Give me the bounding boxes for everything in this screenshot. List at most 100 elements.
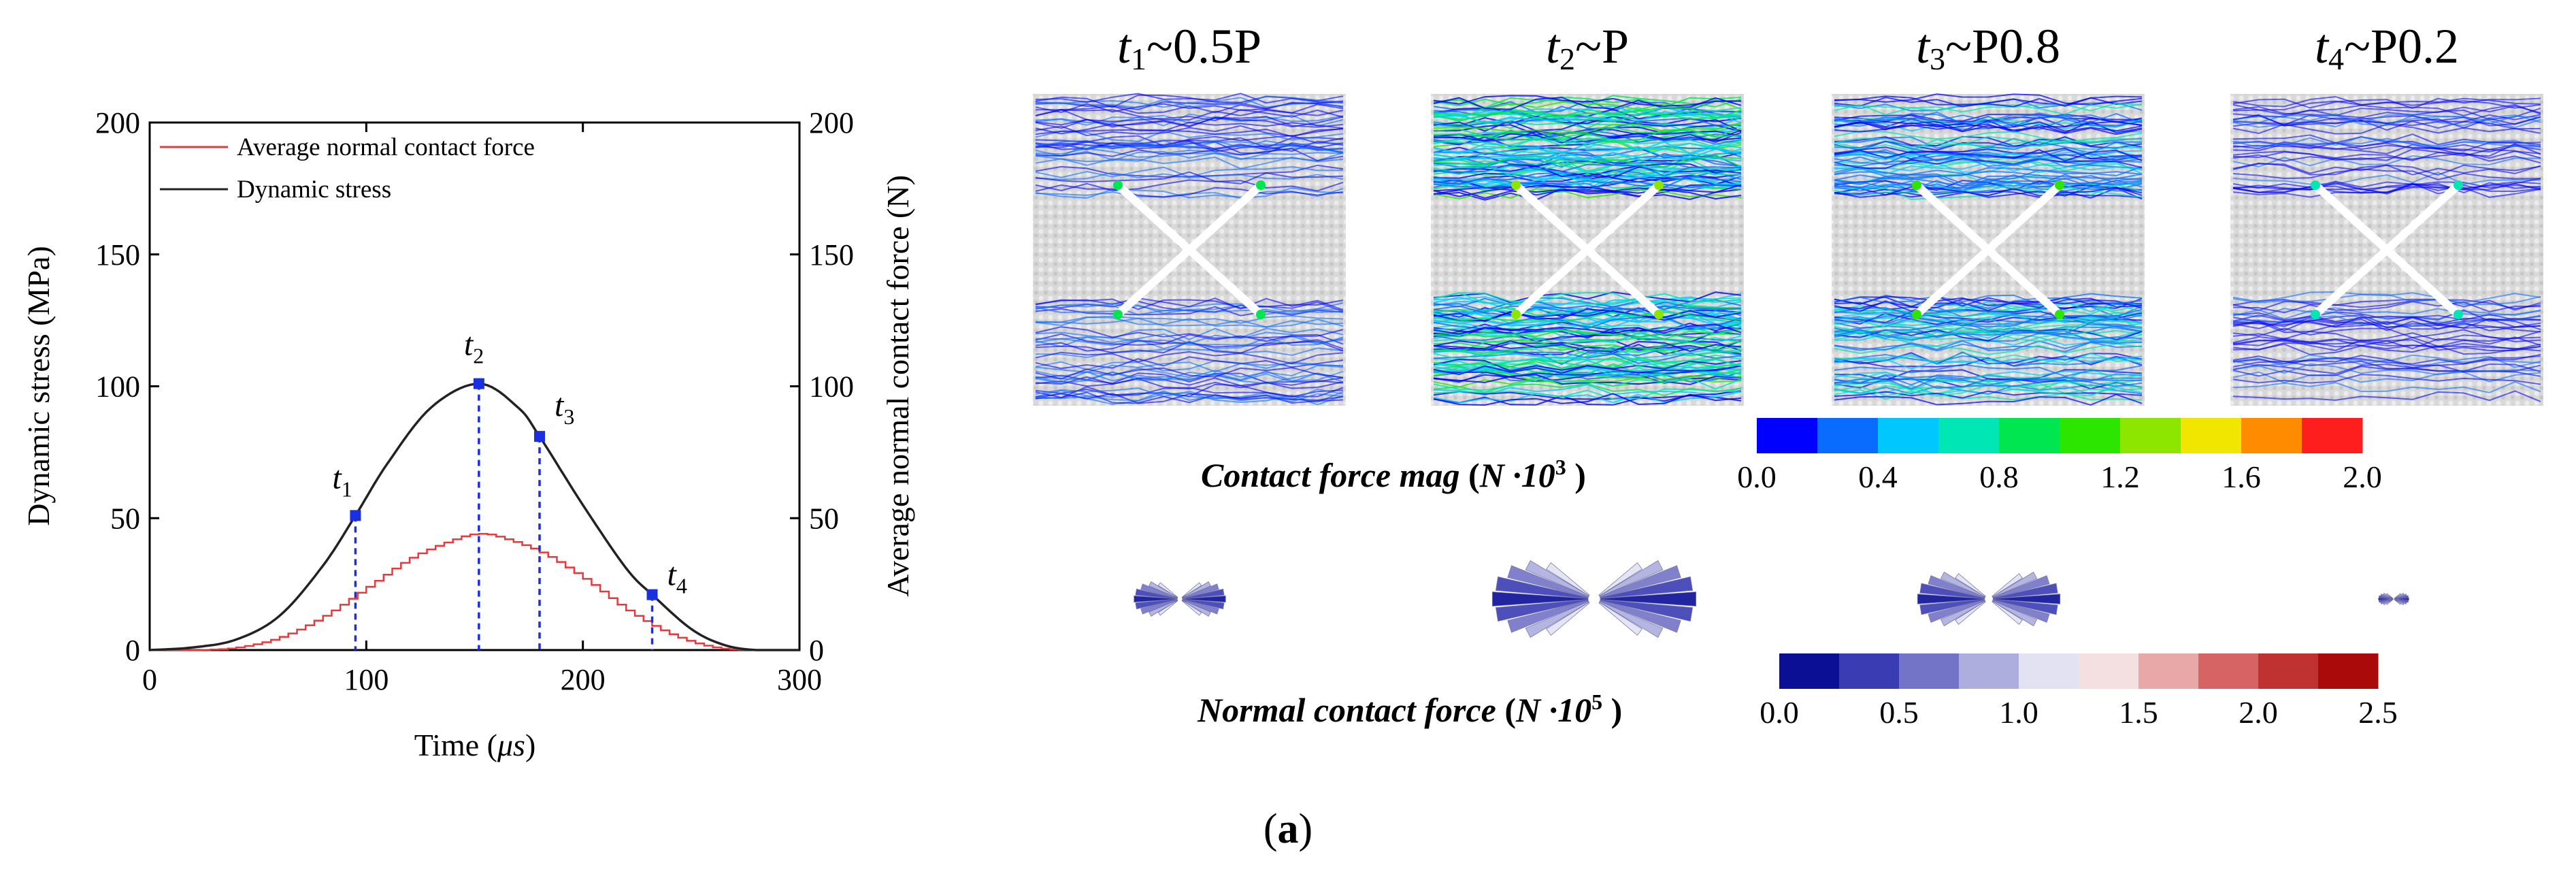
fissure-tip	[2311, 180, 2320, 190]
force-chain	[1834, 170, 2143, 180]
force-chain	[1834, 353, 2143, 366]
rose-petal	[1598, 562, 1642, 596]
force-chain	[1834, 389, 2143, 401]
colorbar-swatch	[2241, 418, 2302, 453]
colorbar-normal-label-text: Normal contact force	[1197, 691, 1496, 729]
rose-diagram-4	[2378, 592, 2409, 606]
colorbar-tick-label: 2.0	[2239, 695, 2278, 730]
force-chain	[1035, 326, 1344, 339]
force-chain	[1035, 128, 1344, 137]
force-chain	[1035, 103, 1344, 114]
force-chain	[1433, 374, 1742, 385]
y-axis-title: Dynamic stress (MPa)	[21, 246, 56, 525]
y2-tick-label: 200	[809, 106, 854, 140]
force-chain	[1035, 187, 1344, 199]
force-chain	[1433, 163, 1742, 177]
force-chain	[1834, 150, 2143, 160]
force-chain	[1035, 95, 1344, 109]
force-chain	[1834, 340, 2143, 351]
force-chain	[1834, 293, 2143, 306]
force-chain	[1433, 95, 1742, 107]
fissure-2	[1913, 182, 2063, 318]
force-chain	[1433, 111, 1742, 124]
colorbar-normal-contact-force: 0.0 0.5 1.0 1.5 2.0 2.5 Normal contact force …	[1197, 653, 2398, 730]
force-chain	[1035, 171, 1344, 184]
rose-petal	[1919, 599, 1985, 615]
simulation-panels: t1~0.5P t2~P t3~P0.8 t4~P0.2	[1033, 19, 2543, 406]
marker-label-subscript: 1	[342, 476, 352, 501]
y2-tick-label: 50	[809, 502, 839, 535]
colorbar-swatch	[1757, 418, 1818, 453]
force-chain	[1035, 298, 1344, 310]
force-chain	[2232, 343, 2541, 355]
force-chain	[1834, 353, 2143, 367]
force-chain	[1834, 184, 2143, 196]
colorbar-normal-unit: N ·10	[1515, 691, 1591, 729]
force-chain	[1035, 179, 1344, 192]
force-chain	[1433, 329, 1742, 340]
legend: Average normal contact force Dynamic str…	[160, 133, 535, 204]
force-chain	[1433, 148, 1742, 160]
force-chain	[1433, 188, 1742, 199]
force-chain	[1834, 120, 2143, 134]
x-axis-title: Time (μs)	[414, 728, 536, 762]
force-chain	[1834, 181, 2143, 192]
fissure-tip	[2055, 180, 2064, 190]
caption-letter: a	[1278, 806, 1299, 852]
force-chain	[1834, 182, 2143, 193]
rose-petal	[1507, 600, 1589, 633]
force-chain	[1433, 129, 1742, 143]
marker-point	[473, 378, 484, 389]
force-chain	[1035, 101, 1344, 114]
force-chain	[1834, 135, 2143, 148]
colorbar-swatch	[2302, 418, 2363, 453]
y-tick-label: 50	[110, 502, 140, 535]
colorbar-tick-label: 1.6	[2222, 459, 2261, 494]
rose-petal	[1546, 562, 1590, 596]
force-chain	[1035, 327, 1344, 340]
force-chain	[1433, 137, 1742, 150]
force-chain	[2232, 150, 2541, 161]
force-chain	[2232, 309, 2541, 322]
force-chain	[2232, 135, 2541, 148]
rose-petal	[1992, 600, 2050, 623]
colorbar-tick-label: 1.5	[2119, 695, 2158, 730]
panel-title-subscript: 1	[1131, 42, 1146, 76]
force-chain	[1433, 184, 1742, 197]
force-chain	[1035, 333, 1344, 346]
force-chain	[2232, 292, 2541, 306]
force-chain	[2232, 390, 2541, 402]
rose-petal	[1546, 602, 1590, 636]
force-chain	[1433, 393, 1742, 406]
force-chain	[1035, 113, 1344, 127]
fissure-tip	[1256, 310, 1266, 319]
force-chain	[1035, 149, 1344, 162]
marker-point	[534, 431, 545, 442]
force-chain	[1433, 106, 1742, 119]
fissure-tip	[1654, 180, 1664, 190]
force-chain	[1834, 356, 2143, 370]
caption-open: (	[1264, 806, 1278, 852]
force-chain	[1834, 385, 2143, 395]
colorbar-tick-label: 0.5	[1879, 695, 1919, 730]
rose-petal	[2385, 599, 2394, 605]
colorbar-mag-label-text: Contact force mag	[1201, 456, 1460, 494]
force-chain	[1035, 336, 1344, 350]
fissure-tip	[1113, 310, 1123, 319]
force-chain	[2232, 317, 2541, 331]
marker-label-subscript: 4	[676, 574, 687, 598]
force-chain	[1433, 123, 1742, 135]
force-chain	[1433, 96, 1742, 108]
force-chain	[2232, 291, 2541, 304]
y2-tick-label: 100	[809, 370, 854, 404]
y2-axis-ticks: 0 50 100 150 200	[790, 106, 854, 667]
force-chain	[1834, 103, 2143, 116]
marker-point	[646, 589, 658, 600]
colorbar-mag-swatches	[1757, 418, 2363, 453]
force-chain	[2232, 100, 2541, 111]
x-tick-label: 0	[142, 663, 157, 696]
force-chain	[1035, 351, 1344, 365]
rose-petal	[1992, 583, 2058, 599]
colorbar-tick-label: 2.0	[2343, 459, 2382, 494]
